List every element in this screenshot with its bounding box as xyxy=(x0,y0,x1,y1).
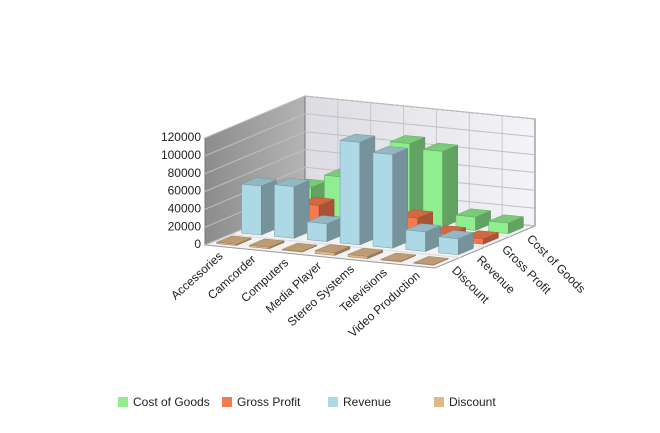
bar-front xyxy=(274,184,295,239)
bar xyxy=(249,238,285,250)
bar xyxy=(282,242,318,253)
bar-side xyxy=(359,135,376,246)
bar xyxy=(307,215,343,242)
bar xyxy=(488,214,524,235)
bar-side xyxy=(442,144,458,228)
y-tick-label: 40000 xyxy=(168,202,202,216)
bar-top xyxy=(241,177,277,187)
bar-top xyxy=(347,247,383,257)
legend-label: Revenue xyxy=(343,395,391,409)
bar xyxy=(405,223,441,252)
bar xyxy=(347,247,383,260)
bar xyxy=(216,235,252,246)
legend-swatch xyxy=(118,397,128,407)
grid-line xyxy=(204,148,536,192)
legend-swatch xyxy=(434,397,444,407)
bar-side xyxy=(261,179,277,236)
legend-label: Gross Profit xyxy=(237,395,301,409)
bar-front xyxy=(307,221,328,242)
bar xyxy=(455,208,491,231)
bar-top xyxy=(488,214,524,224)
bar xyxy=(438,230,474,256)
bar-front xyxy=(241,183,262,236)
bar-side xyxy=(392,147,408,249)
bar-front xyxy=(438,236,459,255)
bar-top xyxy=(380,252,416,262)
bar xyxy=(314,244,351,256)
legend-label: Discount xyxy=(449,395,496,409)
bar-front xyxy=(405,229,426,252)
bar-top xyxy=(422,142,458,152)
bar-top xyxy=(340,133,375,143)
y-tick-label: 60000 xyxy=(168,184,202,198)
grid-line xyxy=(204,131,536,175)
y-tick-label: 20000 xyxy=(168,219,202,233)
legend-swatch xyxy=(222,397,232,407)
y-tick-label: 120000 xyxy=(161,130,201,144)
bar xyxy=(339,133,376,246)
grid-line xyxy=(204,166,536,210)
bar xyxy=(380,252,416,263)
bar-top xyxy=(405,223,441,233)
bar-top xyxy=(413,256,449,265)
grid-line xyxy=(204,95,536,139)
y-tick-label: 100000 xyxy=(161,148,201,162)
legend-swatch xyxy=(328,397,338,407)
y-tick-label: 80000 xyxy=(168,166,202,180)
bar xyxy=(274,178,310,239)
bar-top xyxy=(315,244,350,253)
bar-top xyxy=(390,135,425,144)
bar-top xyxy=(282,242,318,252)
grid-line xyxy=(204,113,536,157)
legend-label: Cost of Goods xyxy=(133,395,210,409)
bar-top xyxy=(249,238,285,248)
bar-front xyxy=(372,152,393,249)
bar-top xyxy=(216,235,252,245)
bar-top xyxy=(455,208,491,218)
y-tick-label: 0 xyxy=(194,237,201,251)
bar xyxy=(413,256,449,266)
bar-top xyxy=(274,178,310,187)
bar-top xyxy=(372,146,408,155)
bar-side xyxy=(293,179,310,239)
bar xyxy=(372,146,408,249)
bar xyxy=(422,142,458,228)
bar xyxy=(241,177,277,236)
bar-front xyxy=(339,140,361,246)
bar-top xyxy=(438,230,474,239)
